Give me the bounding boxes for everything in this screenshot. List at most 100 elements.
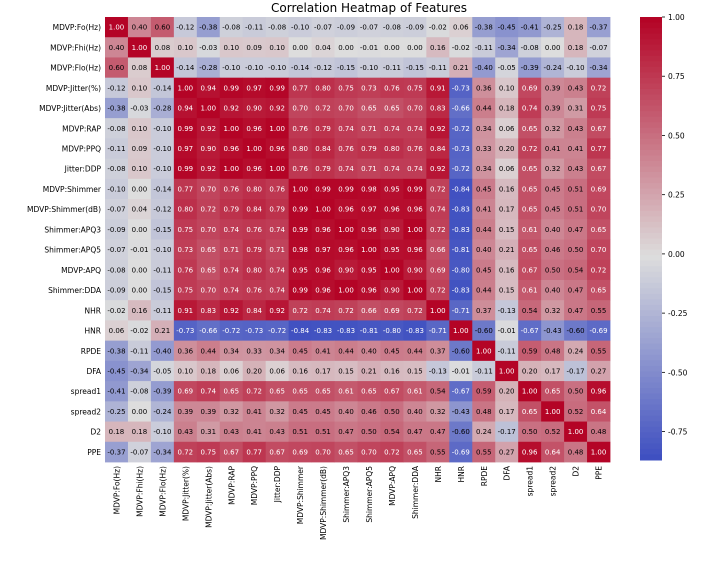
- heatmap-cell: [472, 259, 496, 281]
- heatmap-cell: [403, 97, 427, 119]
- heatmap-cell-value: -0.08: [222, 24, 240, 32]
- heatmap-cell: [196, 421, 221, 443]
- colorbar: 1.00 0.75 0.50 0.25 0.00 -0.25 -0.50 -0.75: [640, 13, 688, 461]
- y-axis-tick-label: MDVP:PPQ: [62, 144, 101, 153]
- heatmap-cell-value: 0.10: [269, 44, 285, 52]
- heatmap-cell-value: -0.43: [544, 327, 562, 335]
- colorbar-segment: [640, 133, 662, 140]
- heatmap-cell-value: -0.10: [153, 165, 171, 173]
- heatmap-cell: [127, 279, 152, 301]
- colorbar-segment: [640, 149, 662, 156]
- heatmap-cell: [150, 178, 175, 200]
- heatmap-cell: [449, 158, 473, 180]
- heatmap-cell-value: 0.65: [200, 246, 216, 254]
- heatmap-cell: [242, 441, 267, 463]
- heatmap-cell-value: 1.00: [132, 44, 148, 52]
- heatmap-cell-value: 0.72: [178, 448, 194, 456]
- heatmap-cell: [196, 77, 221, 99]
- heatmap-cell: [288, 239, 312, 261]
- heatmap-cell-value: 0.74: [223, 287, 239, 295]
- heatmap-cell-value: -0.13: [429, 367, 447, 375]
- heatmap-cell-value: 0.44: [407, 347, 423, 355]
- heatmap-cell: [380, 17, 404, 38]
- heatmap-cell: [518, 17, 542, 38]
- heatmap-cell-value: -0.07: [589, 44, 607, 52]
- heatmap-cell: [219, 259, 244, 281]
- heatmap-cell: [150, 37, 175, 58]
- heatmap-cell-value: -0.41: [107, 388, 125, 396]
- heatmap-cell-value: -0.73: [452, 84, 470, 92]
- x-axis-tick-labels: MDVP:Fo(Hz) MDVP:Fhi(Hz) MDVP:Flo(Hz) MDVP:…: [112, 465, 603, 540]
- heatmap-cell: [587, 37, 611, 58]
- heatmap-cell: [242, 259, 267, 281]
- heatmap-cell: [242, 239, 267, 261]
- heatmap-cell: [403, 239, 427, 261]
- x-axis-tick-label: RPDE: [480, 466, 489, 487]
- heatmap-cell-value: 0.43: [223, 428, 239, 436]
- heatmap-cell: [288, 219, 312, 240]
- heatmap-cell: [219, 57, 244, 79]
- heatmap-cell: [357, 57, 381, 79]
- heatmap-cell-value: 0.48: [545, 347, 561, 355]
- heatmap-cell: [541, 118, 565, 139]
- heatmap-cell-value: -0.14: [153, 84, 172, 92]
- heatmap-cell-value: 0.34: [223, 347, 239, 355]
- heatmap-cell-value: 0.65: [269, 388, 285, 396]
- heatmap-cell: [150, 320, 175, 342]
- heatmap-cell-value: 0.55: [476, 448, 492, 456]
- heatmap-cell-value: -0.38: [199, 24, 217, 32]
- heatmap-cell: [242, 37, 267, 58]
- heatmap-cell-value: 1.00: [453, 327, 469, 335]
- heatmap-cell-value: -0.15: [337, 64, 355, 72]
- heatmap-cell: [265, 158, 290, 180]
- heatmap-cell: [564, 57, 588, 79]
- heatmap-cell: [196, 441, 221, 463]
- heatmap-cell: [495, 441, 519, 463]
- heatmap-cell-value: -0.28: [199, 64, 217, 72]
- heatmap-cell-value: 0.72: [522, 145, 538, 153]
- colorbar-segment: [640, 321, 662, 328]
- heatmap-cell-value: 0.17: [499, 206, 515, 214]
- heatmap-cell: [105, 118, 129, 139]
- heatmap-cell-value: 0.27: [499, 448, 515, 456]
- heatmap-cell: [288, 300, 312, 321]
- heatmap-cell: [311, 118, 335, 139]
- heatmap-cell: [495, 381, 519, 402]
- heatmap-cell-value: -0.07: [130, 448, 148, 456]
- heatmap-cell: [127, 199, 152, 220]
- heatmap-cell-value: 0.41: [545, 145, 561, 153]
- heatmap-cell: [334, 441, 358, 463]
- colorbar-segment: [640, 221, 662, 228]
- heatmap-cell: [380, 401, 404, 422]
- x-axis-tick-label: MDVP:APQ: [388, 466, 397, 506]
- x-axis-tick-label: MDVP:Shimmer(dB): [319, 466, 328, 540]
- heatmap-cell-value: 0.44: [338, 347, 354, 355]
- heatmap-cell: [127, 381, 152, 402]
- heatmap-cell: [472, 279, 496, 301]
- heatmap-cell-value: 0.92: [430, 125, 446, 133]
- y-axis-tick-label: MDVP:Fhi(Hz): [50, 43, 101, 52]
- heatmap-cell: [288, 158, 312, 180]
- heatmap-cell: [173, 320, 198, 342]
- heatmap-cell-value: 0.50: [568, 246, 584, 254]
- heatmap-cell-value: 0.47: [338, 428, 354, 436]
- colorbar-segment: [640, 388, 662, 395]
- colorbar-segment: [640, 282, 662, 289]
- heatmap-cell-value: 0.72: [591, 266, 607, 274]
- heatmap-cell: [219, 239, 244, 261]
- heatmap-cell: [105, 401, 129, 422]
- heatmap-cell: [265, 37, 290, 58]
- heatmap-cell: [150, 57, 175, 79]
- colorbar-tick-label: 0.50: [668, 131, 685, 140]
- heatmap-cell: [127, 320, 152, 342]
- heatmap-cell: [196, 37, 221, 58]
- x-axis-tick-label: MDVP:Shimmer: [296, 465, 305, 524]
- heatmap-cell-value: 0.69: [178, 388, 194, 396]
- heatmap-cell: [219, 320, 244, 342]
- heatmap-cell-value: -0.10: [153, 125, 171, 133]
- heatmap-cell: [265, 401, 290, 422]
- colorbar-segment: [640, 88, 662, 96]
- heatmap-cell-value: 0.40: [361, 347, 377, 355]
- heatmap-cell: [150, 259, 175, 281]
- heatmap-cell-value: -0.11: [429, 64, 447, 72]
